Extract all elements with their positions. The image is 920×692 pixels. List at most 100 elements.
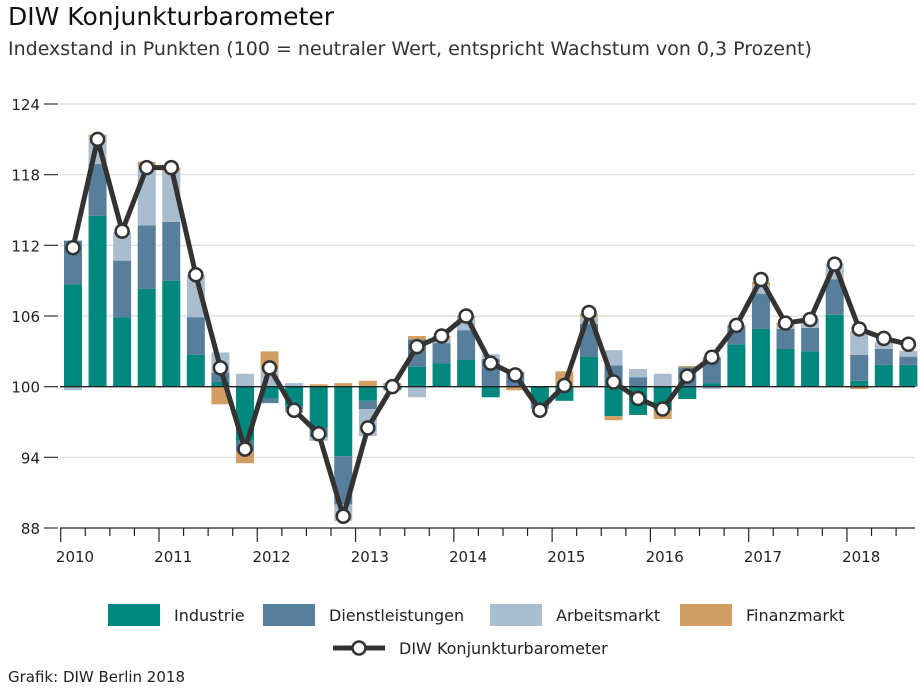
bar-industrie [579, 356, 598, 387]
index-point [458, 308, 474, 324]
index-point [335, 508, 352, 524]
index-point [433, 328, 450, 344]
bar-industrie [751, 328, 770, 387]
index-point [777, 315, 794, 331]
bar-arbeitsmarkt [653, 373, 672, 387]
index-point [851, 321, 867, 337]
bar-finanzmarkt [407, 336, 426, 340]
legend-label: Industrie [174, 606, 245, 625]
bar-dienstleistungen [88, 164, 107, 216]
chart-title: DIW Konjunkturbarometer [8, 2, 335, 31]
bar-industrie [334, 386, 353, 457]
bar-arbeitsmarkt [629, 369, 648, 378]
x-tick-label: 2010 [56, 548, 94, 566]
x-tick-label: 2014 [449, 548, 487, 566]
bar-dienstleistungen [899, 356, 918, 365]
index-point [138, 159, 155, 176]
bar-dienstleistungen [432, 343, 451, 364]
bar-industrie [88, 215, 107, 387]
index-point [654, 401, 671, 417]
x-tick-label: 2011 [154, 548, 192, 566]
index-point [163, 159, 180, 176]
y-tick-label: 88 [21, 520, 40, 538]
bar-industrie [678, 386, 697, 400]
bar-industrie [801, 351, 820, 387]
x-tick-label: 2016 [646, 548, 684, 566]
bar-arbeitsmarkt [604, 350, 623, 366]
bar-arbeitsmarkt [899, 350, 918, 357]
bar-industrie [702, 383, 721, 387]
index-point [507, 367, 524, 383]
bar-industrie [162, 280, 181, 387]
index-point [679, 368, 695, 384]
y-tick-label: 100 [11, 379, 40, 397]
bar-industrie [481, 386, 500, 398]
y-tick-label: 106 [11, 308, 40, 326]
bar-arbeitsmarkt [579, 317, 598, 324]
bar-dienstleistungen [874, 348, 893, 365]
bar-industrie [727, 344, 746, 387]
bar-industrie [186, 354, 205, 387]
bar-dienstleistungen [629, 377, 648, 387]
bar-dienstleistungen [358, 400, 377, 410]
bar-industrie [358, 386, 377, 401]
chart-source: Grafik: DIW Berlin 2018 [8, 668, 185, 686]
index-point [581, 304, 597, 321]
index-point [310, 426, 327, 442]
legend-label: Arbeitsmarkt [556, 606, 660, 625]
index-point [384, 378, 401, 395]
legend-label: Dienstleistungen [329, 606, 464, 625]
legend-swatch-finanzmarkt [680, 604, 732, 626]
legend-line-marker [351, 640, 367, 656]
index-point [261, 360, 278, 376]
bar-industrie [432, 363, 451, 387]
bar-finanzmarkt [678, 366, 697, 368]
bar-dienstleistungen [260, 398, 279, 404]
index-point [188, 267, 204, 283]
bar-finanzmarkt [506, 386, 525, 391]
chart-subtitle: Indexstand in Punkten (100 = neutraler W… [8, 38, 812, 60]
bar-arbeitsmarkt [850, 331, 869, 355]
bar-dienstleistungen [776, 328, 795, 349]
bar-industrie [776, 348, 795, 387]
index-point [630, 390, 646, 407]
legend-label: DIW Konjunkturbarometer [399, 639, 608, 658]
bar-dienstleistungen [186, 317, 205, 355]
index-point [114, 223, 130, 239]
bar-dienstleistungen [850, 354, 869, 381]
bar-finanzmarkt [850, 386, 869, 390]
bar-dienstleistungen [457, 330, 476, 360]
bar-industrie [899, 364, 918, 387]
x-tick-label: 2018 [842, 548, 880, 566]
x-tick-label: 2013 [351, 548, 389, 566]
bar-industrie [260, 386, 279, 399]
bar-arbeitsmarkt [285, 383, 304, 387]
index-point [360, 420, 376, 436]
x-tick-label: 2012 [252, 548, 290, 566]
index-point [704, 349, 720, 365]
bar-industrie [113, 317, 132, 387]
bar-arbeitsmarkt [407, 386, 426, 398]
y-tick-label: 94 [21, 449, 40, 467]
bar-industrie [137, 288, 156, 387]
index-point [556, 377, 573, 394]
index-point [900, 336, 917, 353]
index-point [409, 338, 425, 355]
x-tick-label: 2017 [744, 548, 782, 566]
bar-arbeitsmarkt [457, 318, 476, 331]
bar-arbeitsmarkt [751, 285, 770, 294]
bar-industrie [850, 380, 869, 387]
index-point [753, 271, 769, 288]
bar-finanzmarkt [334, 383, 353, 387]
legend-swatch-dienstleistungen [263, 604, 315, 626]
bar-industrie [604, 386, 623, 417]
index-point [532, 402, 548, 418]
index-point [482, 355, 499, 371]
bar-dienstleistungen [825, 279, 844, 315]
bar-dienstleistungen [211, 372, 230, 382]
index-point [802, 311, 818, 328]
y-tick-label: 124 [11, 96, 40, 114]
index-point [728, 317, 745, 334]
bar-dienstleistungen [137, 225, 156, 289]
bar-arbeitsmarkt [235, 373, 254, 387]
